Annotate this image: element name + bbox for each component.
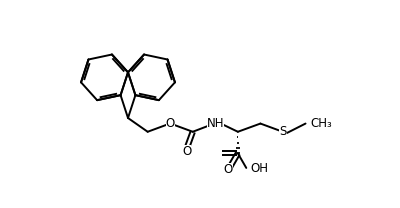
Text: O: O bbox=[182, 145, 191, 158]
Text: NH: NH bbox=[206, 117, 224, 130]
Text: OH: OH bbox=[250, 162, 268, 175]
Text: CH₃: CH₃ bbox=[310, 117, 332, 130]
Text: O: O bbox=[224, 163, 233, 176]
Text: O: O bbox=[166, 117, 175, 130]
Text: S: S bbox=[279, 125, 287, 138]
